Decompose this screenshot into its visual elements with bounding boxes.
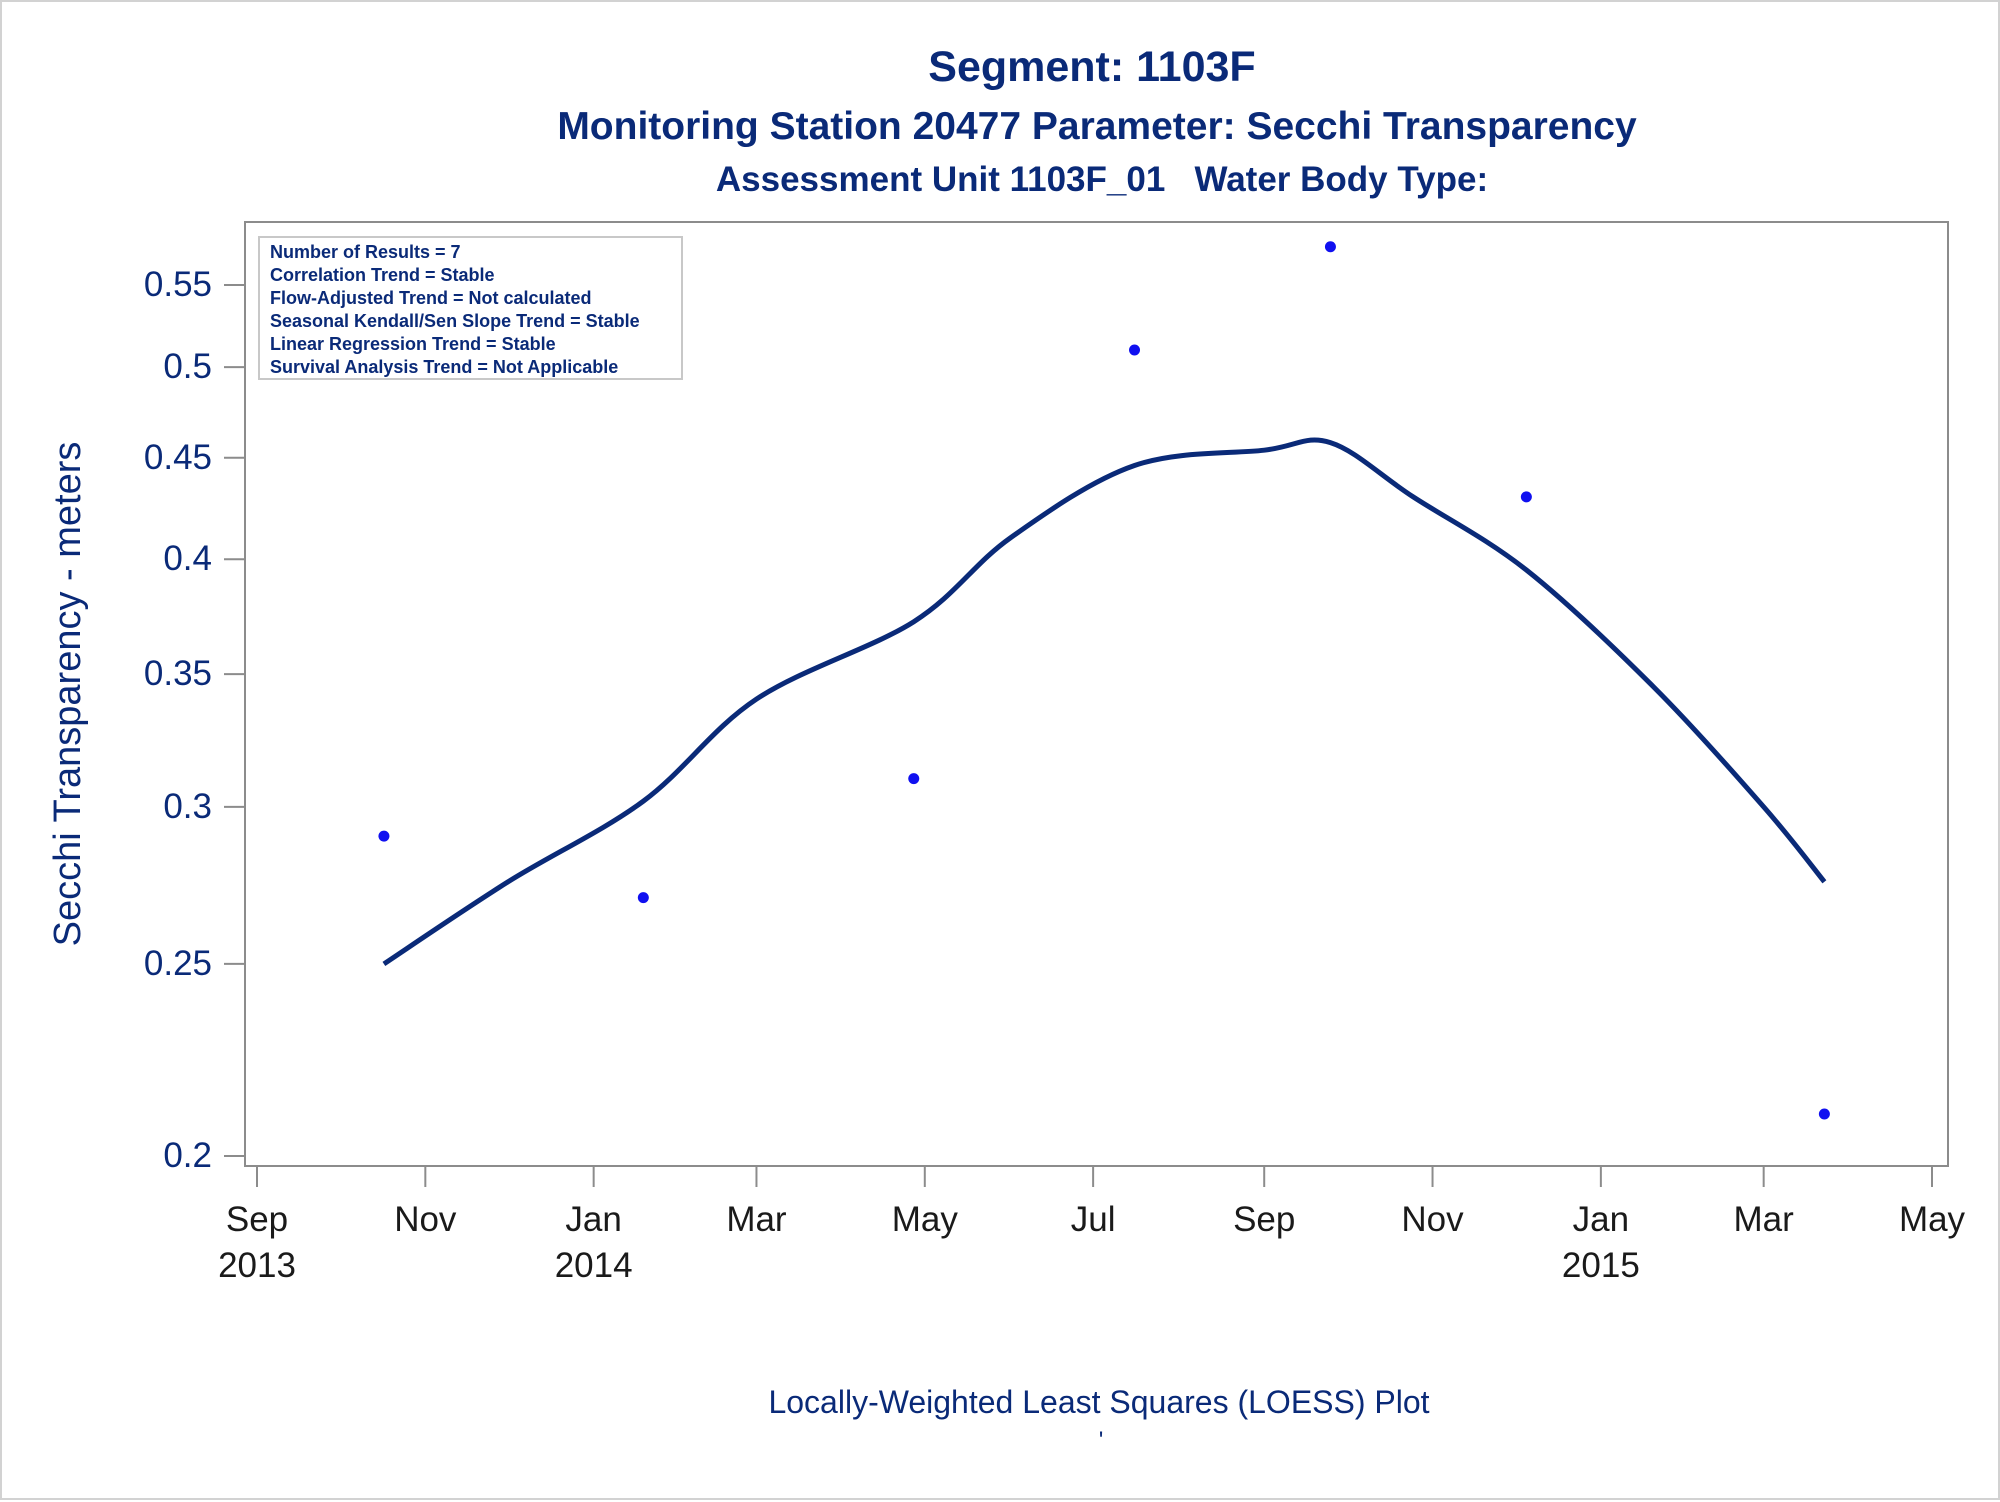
x-tick-label: May (1899, 1200, 1966, 1239)
data-point (1818, 1108, 1830, 1120)
stats-line: Linear Regression Trend = Stable (270, 334, 556, 354)
chart-subtitle: Monitoring Station 20477 Parameter: Secc… (557, 105, 1637, 148)
x-tick-year-label: 2015 (1562, 1246, 1640, 1285)
x-tick-label: Sep (1233, 1200, 1295, 1239)
y-axis: 0.2 0.25 0.3 0.35 0.4 0.45 0.5 0.55 (144, 265, 245, 1175)
y-tick-label: 0.3 (163, 787, 212, 826)
y-tick-label: 0.55 (144, 265, 212, 304)
x-tick-label: May (892, 1200, 959, 1239)
stats-line: Survival Analysis Trend = Not Applicable (270, 357, 618, 377)
data-point (378, 830, 390, 842)
y-tick-label: 0.4 (163, 539, 212, 578)
x-tick-label: Jul (1071, 1200, 1116, 1239)
chart-subtitle-2: Assessment Unit 1103F_01 Water Body Type… (716, 160, 1488, 199)
y-tick-label: 0.2 (163, 1136, 212, 1175)
x-tick-label: Nov (394, 1200, 457, 1239)
x-tick-label: Mar (1734, 1200, 1795, 1239)
x-tick-label: Jan (1573, 1200, 1629, 1239)
data-point (637, 892, 649, 904)
data-points (378, 241, 1830, 1120)
stats-line: Number of Results = 7 (270, 242, 461, 262)
stats-box: Number of Results = 7 Correlation Trend … (258, 236, 683, 380)
chart-footnote-mark: ' (1099, 1427, 1104, 1454)
stats-line: Correlation Trend = Stable (270, 265, 495, 285)
data-point (1324, 241, 1336, 253)
stats-line: Flow-Adjusted Trend = Not calculated (270, 288, 592, 308)
stats-box-border (258, 236, 683, 380)
x-tick-label: Nov (1401, 1200, 1464, 1239)
x-tick-label: Mar (726, 1200, 787, 1239)
stats-line: Seasonal Kendall/Sen Slope Trend = Stabl… (270, 311, 640, 331)
x-tick-label: Sep (226, 1200, 288, 1239)
x-tick-year-label: 2014 (555, 1246, 633, 1285)
data-point (908, 773, 920, 785)
loess-series (382, 437, 1827, 966)
y-axis-label: Secchi Transparency - meters (47, 442, 89, 947)
chart-title: Segment: 1103F (928, 43, 1255, 91)
x-tick-label: Jan (565, 1200, 621, 1239)
chart-footnote: Locally-Weighted Least Squares (LOESS) P… (768, 1384, 1429, 1420)
y-tick-label: 0.45 (144, 438, 212, 477)
data-point (1129, 344, 1141, 356)
y-tick-label: 0.5 (163, 347, 212, 386)
data-point (1520, 491, 1532, 503)
x-tick-year-label: 2013 (218, 1246, 296, 1285)
plot-area (244, 221, 1949, 1167)
x-axis: Sep 2013 Nov Jan 2014 Mar May Jul Sep Nov Jan 2015 M… (218, 1166, 1966, 1285)
y-tick-label: 0.25 (144, 944, 212, 983)
y-tick-label: 0.35 (144, 654, 212, 693)
loess-line (382, 437, 1827, 966)
